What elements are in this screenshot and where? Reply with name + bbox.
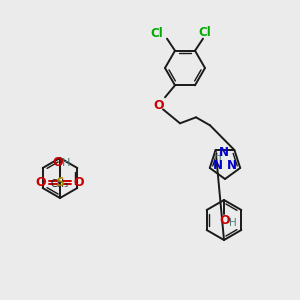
Text: N: N — [219, 146, 229, 159]
Text: O: O — [36, 176, 46, 188]
Text: H: H — [214, 152, 222, 162]
Text: O: O — [154, 99, 164, 112]
Text: Cl: Cl — [199, 26, 212, 39]
Text: Cl: Cl — [151, 27, 164, 40]
Text: O: O — [53, 157, 63, 169]
Text: S: S — [56, 176, 64, 188]
Text: H: H — [229, 218, 237, 228]
Text: N: N — [213, 159, 223, 172]
Text: H: H — [62, 158, 70, 168]
Text: N: N — [227, 159, 237, 172]
Text: O: O — [74, 176, 84, 188]
Text: O: O — [220, 214, 230, 227]
Text: CH₃: CH₃ — [51, 179, 69, 189]
